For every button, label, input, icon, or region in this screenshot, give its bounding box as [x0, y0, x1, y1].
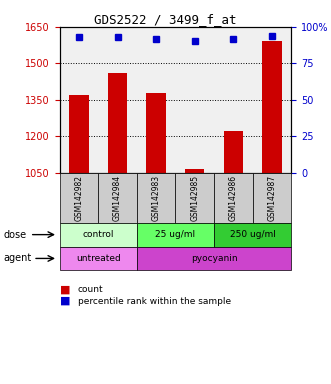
Text: ■: ■ [60, 296, 70, 306]
Text: 250 ug/ml: 250 ug/ml [230, 230, 276, 239]
Text: 25 ug/ml: 25 ug/ml [155, 230, 196, 239]
Text: agent: agent [3, 253, 31, 263]
Text: percentile rank within the sample: percentile rank within the sample [78, 296, 231, 306]
Bar [185, 169, 204, 173]
Bar [224, 131, 243, 173]
Text: ■: ■ [60, 285, 70, 295]
Bar [108, 73, 127, 173]
Text: GSM142983: GSM142983 [152, 175, 161, 221]
Text: control: control [82, 230, 114, 239]
Text: GSM142986: GSM142986 [229, 175, 238, 221]
Text: GSM142982: GSM142982 [74, 175, 83, 221]
Text: count: count [78, 285, 103, 294]
Text: dose: dose [3, 230, 26, 240]
Text: untreated: untreated [76, 254, 120, 263]
Bar [262, 41, 282, 173]
Text: GSM142987: GSM142987 [267, 175, 276, 221]
Bar [146, 93, 166, 173]
Text: GDS2522 / 3499_f_at: GDS2522 / 3499_f_at [94, 13, 237, 26]
Text: pyocyanin: pyocyanin [191, 254, 237, 263]
Text: GSM142984: GSM142984 [113, 175, 122, 221]
Bar [69, 95, 88, 173]
Text: GSM142985: GSM142985 [190, 175, 199, 221]
